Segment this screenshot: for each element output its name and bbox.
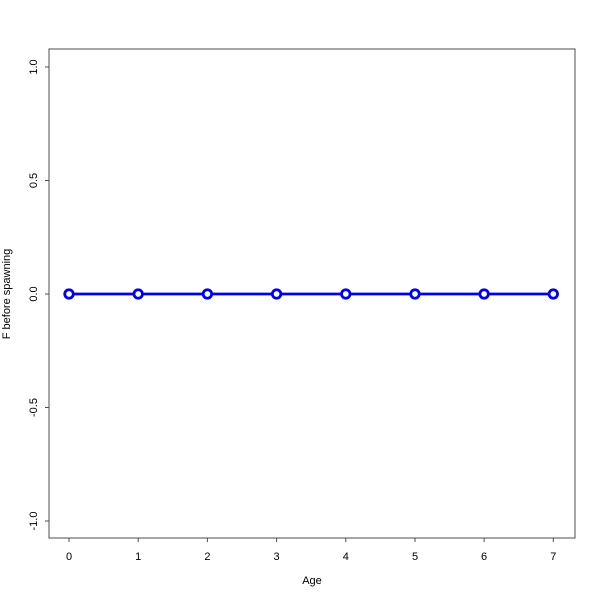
- svg-text:0: 0: [66, 551, 72, 563]
- svg-text:7: 7: [550, 551, 556, 563]
- svg-text:1: 1: [135, 551, 141, 563]
- svg-text:4: 4: [343, 551, 349, 563]
- svg-text:2: 2: [204, 551, 210, 563]
- svg-text:0.5: 0.5: [28, 173, 40, 188]
- svg-text:1.0: 1.0: [28, 59, 40, 74]
- svg-text:-1.0: -1.0: [28, 512, 40, 531]
- svg-text:F before spawning: F before spawning: [1, 249, 13, 340]
- svg-text:5: 5: [412, 551, 418, 563]
- svg-text:-0.5: -0.5: [28, 398, 40, 417]
- svg-text:Age: Age: [302, 575, 322, 587]
- svg-text:0.0: 0.0: [28, 286, 40, 301]
- svg-text:6: 6: [481, 551, 487, 563]
- svg-text:3: 3: [274, 551, 280, 563]
